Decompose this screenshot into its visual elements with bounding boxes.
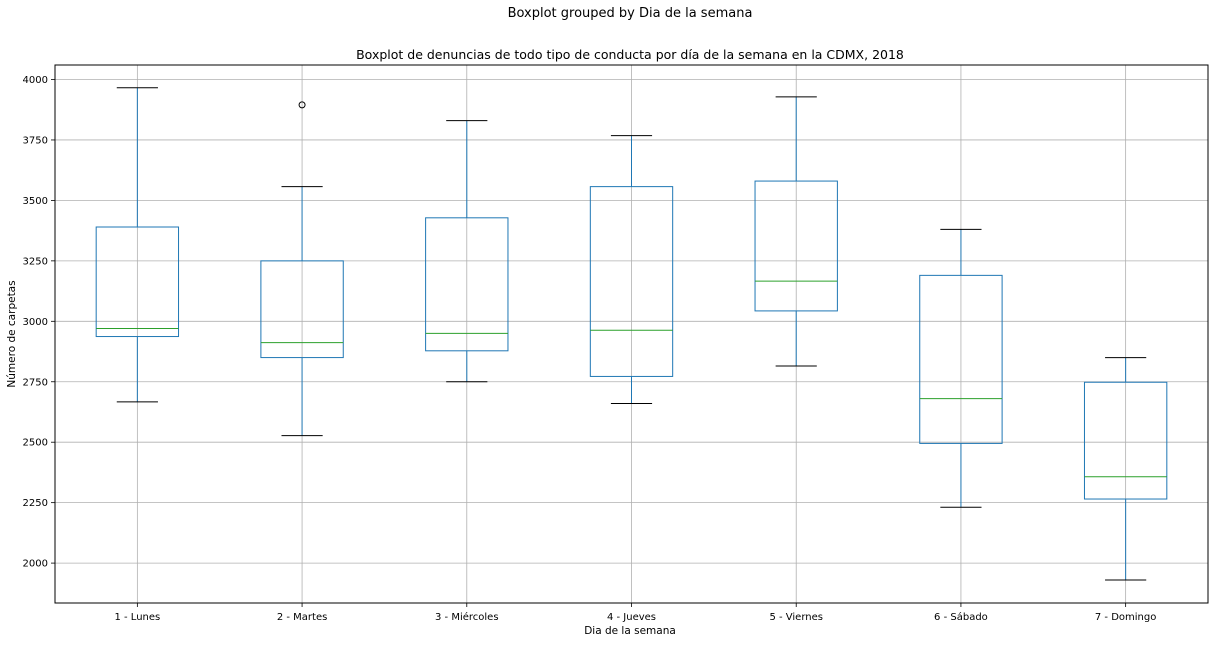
y-tick-label: 3250 xyxy=(23,256,48,267)
x-tick-label: 7 - Domingo xyxy=(1095,612,1156,623)
y-tick-label: 3750 xyxy=(23,135,48,146)
x-tick-label: 3 - Miércoles xyxy=(435,611,499,623)
outlier-point xyxy=(298,101,306,109)
y-tick-label: 2500 xyxy=(23,438,48,449)
iqr-box xyxy=(754,180,838,312)
y-axis-ticks: 2000 2250 2500 2750 3000 3250 3500 3750 4000 xyxy=(23,75,55,570)
x-axis-ticks: 1 - Lunes 2 - Martes 3 - Miércoles 4 - Juev… xyxy=(114,603,1156,623)
box-group xyxy=(919,228,1003,508)
figure-suptitle: Boxplot grouped by Dia de la semana xyxy=(508,6,753,21)
box-group xyxy=(425,120,509,383)
x-tick-label: 5 - Viernes xyxy=(769,612,823,623)
iqr-box xyxy=(260,260,344,359)
box-group xyxy=(95,87,180,403)
x-tick-label: 1 - Lunes xyxy=(114,612,160,623)
y-tick-label: 2250 xyxy=(23,498,48,509)
x-tick-label: 6 - Sábado xyxy=(934,611,988,623)
box-group xyxy=(754,96,838,367)
iqr-box xyxy=(919,274,1003,444)
y-tick-label: 3500 xyxy=(23,196,48,207)
iqr-box xyxy=(425,217,509,352)
chart-title: Boxplot de denuncias de todo tipo de con… xyxy=(356,47,904,62)
iqr-box xyxy=(589,186,674,377)
boxes-layer xyxy=(95,87,1168,581)
x-tick-label: 4 - Jueves xyxy=(607,612,656,623)
y-tick-label: 4000 xyxy=(23,75,48,86)
box-group xyxy=(260,101,344,437)
y-tick-label: 2000 xyxy=(23,559,48,570)
y-axis-label: Número de carpetas xyxy=(6,280,18,387)
x-tick-label: 2 - Martes xyxy=(277,612,327,623)
box-group xyxy=(1083,357,1168,581)
iqr-box xyxy=(1083,381,1168,500)
y-tick-label: 3000 xyxy=(23,317,48,328)
x-axis-label: Dia de la semana xyxy=(584,625,676,637)
iqr-box xyxy=(95,226,180,338)
y-tick-label: 2750 xyxy=(23,377,48,388)
box-group xyxy=(589,135,674,405)
